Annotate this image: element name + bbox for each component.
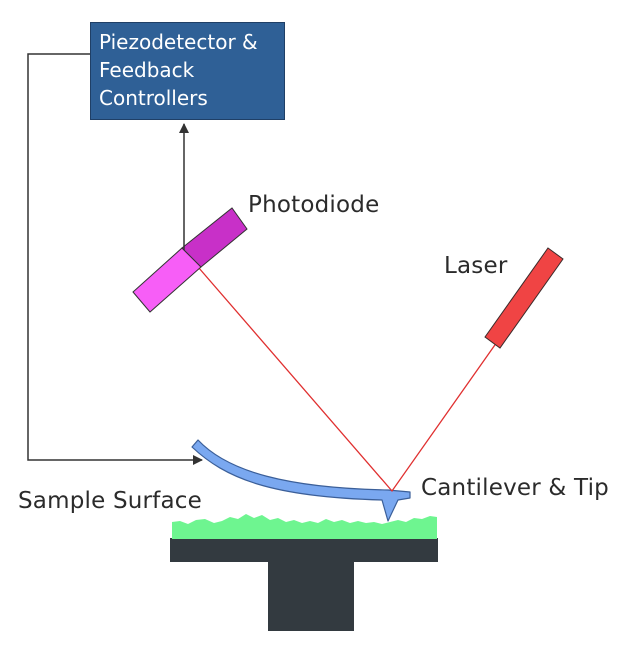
sample-surface-shape bbox=[172, 514, 437, 539]
photodiode-label: Photodiode bbox=[248, 192, 380, 218]
sample-stage-platform bbox=[170, 538, 438, 562]
controller-label-line-2: Feedback bbox=[99, 58, 195, 82]
feedback-loop-arrow bbox=[27, 53, 203, 465]
controller-label-line-1: Piezodetector & bbox=[99, 30, 258, 54]
cantilever-label: Cantilever & Tip bbox=[421, 475, 609, 501]
controller-box: Piezodetector & Feedback Controllers bbox=[90, 22, 285, 120]
laser-body bbox=[484, 247, 564, 349]
sample-stage-pedestal bbox=[268, 561, 354, 631]
cantilever-shape bbox=[191, 439, 411, 522]
laser-beam bbox=[191, 259, 498, 493]
photodiode-dark-half bbox=[181, 207, 248, 268]
controller-label-line-3: Controllers bbox=[99, 86, 208, 110]
sample-surface-label: Sample Surface bbox=[18, 488, 202, 514]
photodiode-light-half bbox=[132, 247, 202, 313]
laser-label: Laser bbox=[444, 253, 508, 279]
